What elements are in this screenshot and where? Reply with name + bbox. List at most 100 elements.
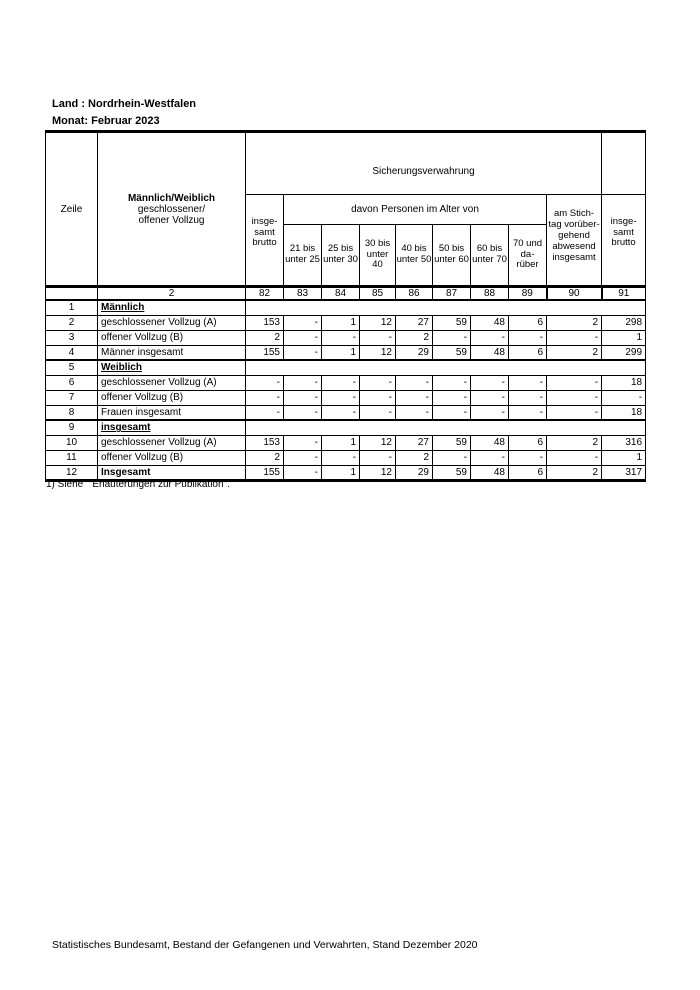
value-cell-col-88: - <box>470 449 509 466</box>
value-cell-col-82: 153 <box>245 434 284 451</box>
value-cell-col-86: 29 <box>395 464 433 482</box>
table-row-12: 12 Insgesamt 155-1 12 29 59 48 6 2 317 <box>45 464 647 482</box>
value-cell-col-84: - <box>321 374 360 391</box>
value-cell-col-89: 6 <box>508 314 547 331</box>
value-cell-col-87: 59 <box>432 464 471 482</box>
value-cell-col-87: 59 <box>432 344 471 361</box>
value-cell-col-84: - <box>321 389 360 406</box>
zeile-cell: 9 <box>45 419 98 436</box>
value-cell-col-85: - <box>359 389 396 406</box>
value-cell-col-87: - <box>432 449 471 466</box>
value-cell-col-85: 12 <box>359 314 396 331</box>
zeile-cell: 6 <box>45 374 98 391</box>
zeile-cell: 1 <box>45 299 98 316</box>
value-cell-col-89: - <box>508 374 547 391</box>
zeile-cell: 8 <box>45 404 98 421</box>
value-cell-col-83: - <box>283 314 322 331</box>
col-number-85: 85 <box>359 285 396 301</box>
col-header-gender-group: Männlich/Weiblich geschlossener/ offener… <box>97 130 246 287</box>
value-cell-col-84: 1 <box>321 434 360 451</box>
row-label: geschlossener Vollzug (A) <box>97 434 246 451</box>
col91-spacer-header <box>601 130 647 195</box>
row-label: Frauen insgesamt <box>97 404 246 421</box>
value-cell-col-90: 2 <box>545 464 603 482</box>
table-row-2: 2 geschlossener Vollzug (A) 153-1 12 27 59 48 6… <box>45 314 647 331</box>
row-label: Weiblich <box>97 359 246 376</box>
value-cell-col-84: - <box>321 329 360 346</box>
value-cell-col-91: - <box>601 389 647 406</box>
value-cell-col-91: 1 <box>601 329 647 346</box>
value-cell-col-86: 27 <box>395 434 433 451</box>
value-cell-col-89: 6 <box>508 344 547 361</box>
zeile-cell: 4 <box>45 344 98 361</box>
value-cell-col-86: 27 <box>395 314 433 331</box>
value-cell-col-86: 2 <box>395 449 433 466</box>
value-cell-col-87: - <box>432 374 471 391</box>
value-cell-col-88: 48 <box>470 344 509 361</box>
value-cell-col-88: - <box>470 404 509 421</box>
col-number-88: 88 <box>470 285 509 301</box>
value-cell-col-87: - <box>432 329 471 346</box>
value-cell-col-90: - <box>545 329 603 346</box>
value-cell-col-85: 12 <box>359 464 396 482</box>
zeile-cell: 12 <box>45 464 98 482</box>
value-cell-col-83: - <box>283 329 322 346</box>
value-cell-col-89: - <box>508 449 547 466</box>
col-header-age-87: 50 bis unter 60 <box>432 224 471 287</box>
value-cell-col-88: - <box>470 329 509 346</box>
value-cell-col-83: - <box>283 449 322 466</box>
value-cell-col-87: - <box>432 404 471 421</box>
value-cell-col-86: - <box>395 374 433 391</box>
col-number-2: 2 <box>97 285 246 301</box>
value-cell-col-88: - <box>470 374 509 391</box>
value-cell-col-84: 1 <box>321 344 360 361</box>
value-cell-col-91: 299 <box>601 344 647 361</box>
value-cell-col-90: 2 <box>545 314 603 331</box>
value-cell-col-84: - <box>321 449 360 466</box>
value-cell-col-89: 6 <box>508 464 547 482</box>
row-label: offener Vollzug (B) <box>97 449 246 466</box>
value-cell-col-87: 59 <box>432 434 471 451</box>
table-row-10: 10 geschlossener Vollzug (A) 153-1 12 27 59 48… <box>45 434 647 451</box>
col-number-83: 83 <box>283 285 322 301</box>
col-header-am-stichtag-abwesend: am Stich- tag vorüber- gehend abwesend i… <box>545 194 603 287</box>
col-number-zeile <box>45 285 98 301</box>
value-cell-col-91: 1 <box>601 449 647 466</box>
col-number-84: 84 <box>321 285 360 301</box>
page-titles: Land : Nordrhein-Westfalen Monat: Februa… <box>52 96 196 130</box>
col-number-87: 87 <box>432 285 471 301</box>
value-cell-col-82: 155 <box>245 464 284 482</box>
value-cell-col-89: - <box>508 389 547 406</box>
col-header-age-85: 30 bis unter 40 <box>359 224 396 287</box>
value-cell-col-85: 12 <box>359 344 396 361</box>
table-row-11: 11 offener Vollzug (B) 2- - -2- - - -1 <box>45 449 647 466</box>
source-footer: Statistisches Bundesamt, Bestand der Gef… <box>52 939 478 951</box>
value-cell-col-91: 298 <box>601 314 647 331</box>
footnote: 1) Siehe "Erläuterungen zur Publikation"… <box>46 479 230 490</box>
value-cell-col-86: - <box>395 389 433 406</box>
value-cell-col-91: 316 <box>601 434 647 451</box>
empty-group-cell <box>244 419 647 436</box>
land-title: Land : Nordrhein-Westfalen <box>52 98 197 110</box>
zeile-cell: 3 <box>45 329 98 346</box>
value-cell-col-87: - <box>432 389 471 406</box>
col-header-insgesamt-brutto-82: insge- samt brutto <box>245 194 284 287</box>
value-cell-col-90: 2 <box>545 344 603 361</box>
value-cell-col-83: - <box>283 344 322 361</box>
zeile-cell: 10 <box>45 434 98 451</box>
row-label: Männlich <box>97 299 246 316</box>
value-cell-col-84: 1 <box>321 314 360 331</box>
col-number-82: 82 <box>245 285 284 301</box>
value-cell-col-83: - <box>283 389 322 406</box>
table-row-5: 5 Weiblich <box>45 359 647 376</box>
col-header-age-84: 25 bis unter 30 <box>321 224 360 287</box>
zeile-cell: 5 <box>45 359 98 376</box>
zeile-cell: 7 <box>45 389 98 406</box>
value-cell-col-90: - <box>545 389 603 406</box>
col-number-86: 86 <box>395 285 433 301</box>
col-header-age-89: 70 und da- rüber <box>508 224 547 287</box>
value-cell-col-89: 6 <box>508 434 547 451</box>
value-cell-col-85: 12 <box>359 434 396 451</box>
value-cell-col-88: 48 <box>470 434 509 451</box>
empty-group-cell <box>244 299 647 316</box>
